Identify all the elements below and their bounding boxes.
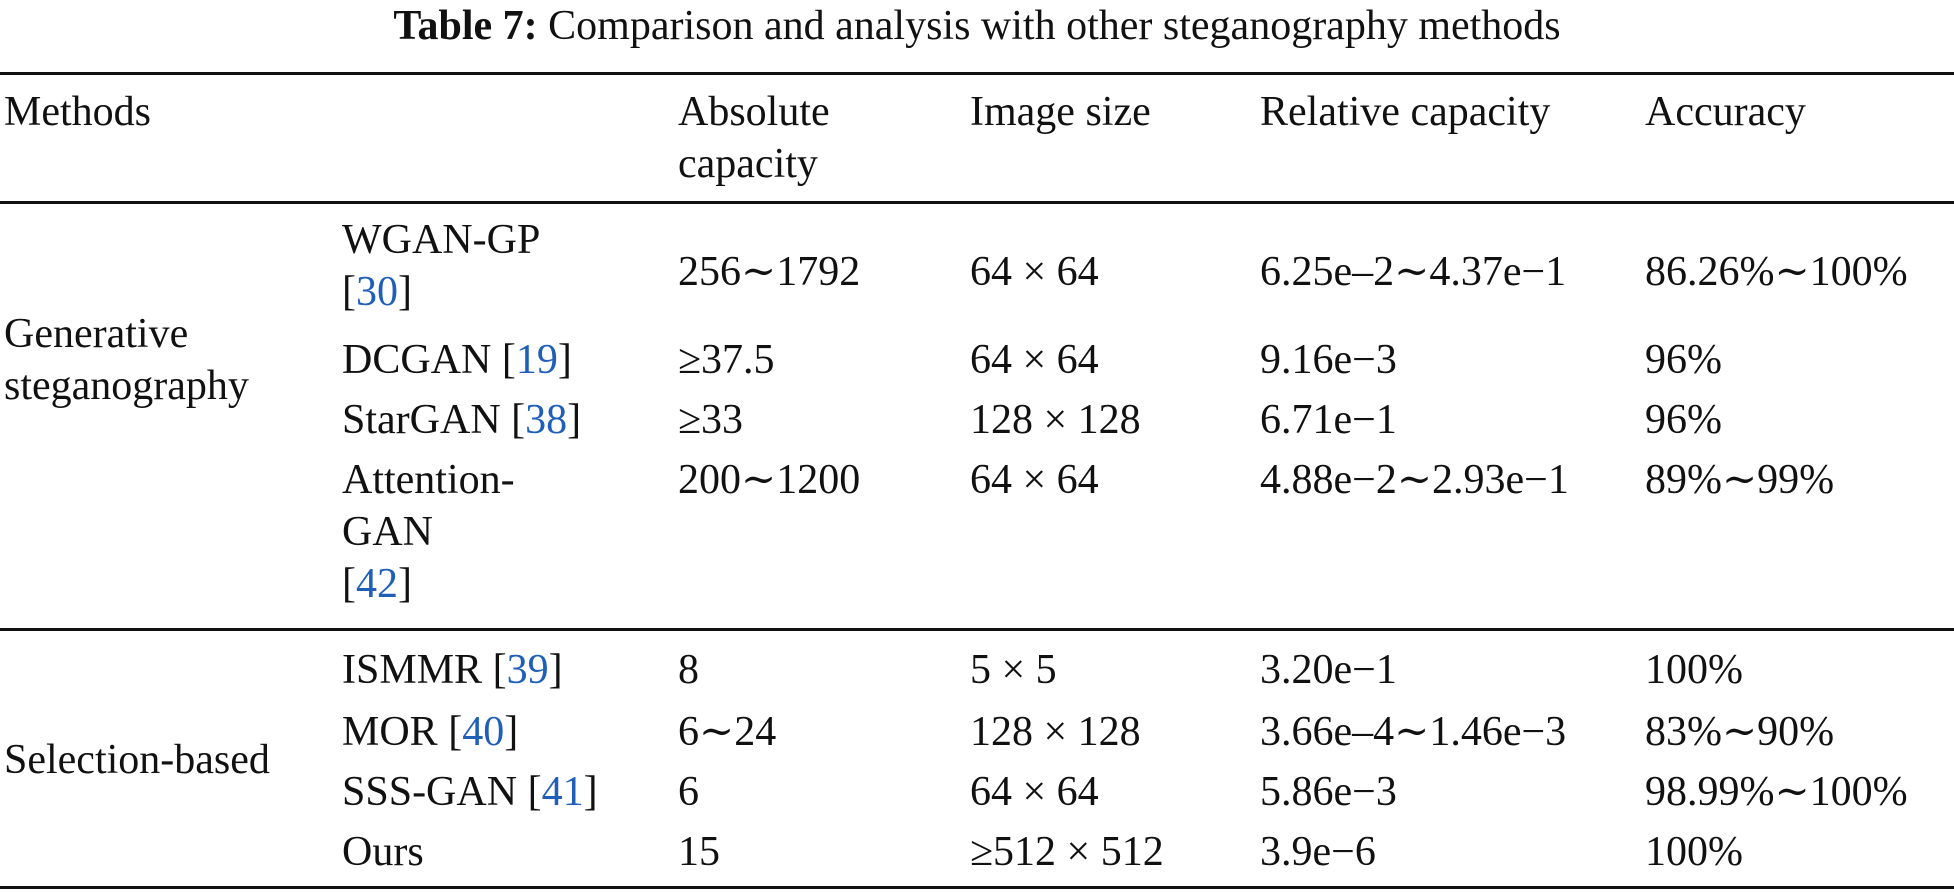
absolute-capacity-cell: 15: [678, 829, 720, 875]
table-caption: Table 7: Comparison and analysis with ot…: [0, 0, 1954, 52]
header-relative-capacity: Relative capacity: [1260, 89, 1551, 135]
relative-capacity-cell: 3.66e–4∼1.46e−3: [1260, 709, 1567, 755]
top-rule: [0, 72, 1954, 75]
image-size-cell: 128 × 128: [970, 397, 1141, 443]
header-rule: [0, 201, 1954, 204]
method-name: DCGAN: [342, 337, 492, 383]
accuracy-cell: 100%: [1645, 829, 1743, 875]
method-cell-wgan-gp: WGAN-GP [30]: [342, 217, 541, 315]
absolute-capacity-cell: 6: [678, 769, 699, 815]
citation-link[interactable]: 42: [356, 561, 398, 607]
image-size-cell: 64 × 64: [970, 457, 1099, 503]
method-cell-sss-gan: SSS-GAN [41]: [342, 769, 598, 815]
accuracy-cell: 96%: [1645, 397, 1722, 443]
absolute-capacity-cell: 6∼24: [678, 709, 777, 755]
relative-capacity-cell: 3.9e−6: [1260, 829, 1376, 875]
group-rule: [0, 628, 1954, 631]
method-cell-dcgan: DCGAN [19]: [342, 337, 572, 383]
citation-link[interactable]: 39: [506, 647, 549, 693]
relative-capacity-cell: 9.16e−3: [1260, 337, 1397, 383]
header-accuracy: Accuracy: [1645, 89, 1806, 135]
method-name: MOR: [342, 709, 438, 755]
absolute-capacity-cell: ≥37.5: [678, 337, 775, 383]
caption-label: Table 7:: [393, 3, 538, 49]
image-size-cell: 5 × 5: [970, 647, 1057, 693]
relative-capacity-cell: 6.25e–2∼4.37e−1: [1260, 249, 1567, 295]
method-name-line2: GAN: [342, 509, 433, 555]
citation-link[interactable]: 30: [356, 269, 398, 315]
method-name: Ours: [342, 829, 424, 875]
method-cell-ours: Ours: [342, 826, 424, 878]
header-methods: Methods: [4, 89, 151, 135]
accuracy-cell: 89%∼99%: [1645, 457, 1835, 503]
relative-capacity-cell: 3.20e−1: [1260, 647, 1397, 693]
method-name: SSS-GAN: [342, 769, 518, 815]
method-name: StarGAN: [342, 397, 501, 443]
relative-capacity-cell: 6.71e−1: [1260, 397, 1397, 443]
absolute-capacity-cell: 200∼1200: [678, 457, 861, 503]
accuracy-cell: 86.26%∼100%: [1645, 249, 1908, 295]
method-name-line1: Attention-: [342, 457, 515, 503]
accuracy-cell: 100%: [1645, 647, 1743, 693]
method-cell-stargan: StarGAN [38]: [342, 397, 582, 443]
method-cell-ismmr: ISMMR [39]: [342, 647, 563, 693]
accuracy-cell: 83%∼90%: [1645, 709, 1835, 755]
citation-link[interactable]: 41: [541, 769, 584, 815]
citation-link[interactable]: 40: [462, 709, 505, 755]
method-name: WGAN-GP: [342, 217, 541, 263]
image-size-cell: 64 × 64: [970, 249, 1099, 295]
accuracy-cell: 96%: [1645, 337, 1722, 383]
relative-capacity-cell: 5.86e−3: [1260, 769, 1397, 815]
method-name: ISMMR: [342, 647, 483, 693]
header-image-size: Image size: [970, 89, 1151, 135]
absolute-capacity-cell: ≥33: [678, 397, 744, 443]
image-size-cell: 64 × 64: [970, 337, 1099, 383]
bottom-rule: [0, 886, 1954, 889]
image-size-cell: ≥512 × 512: [970, 829, 1164, 875]
group-label-selection-based: Selection-based: [4, 737, 270, 783]
method-cell-mor: MOR [40]: [342, 709, 519, 755]
image-size-cell: 64 × 64: [970, 769, 1099, 815]
group-label-generative: Generative steganography: [4, 311, 249, 409]
image-size-cell: 128 × 128: [970, 709, 1141, 755]
accuracy-cell: 98.99%∼100%: [1645, 769, 1908, 815]
absolute-capacity-cell: 256∼1792: [678, 249, 861, 295]
relative-capacity-cell: 4.88e−2∼2.93e−1: [1260, 457, 1569, 503]
method-cell-attention-gan: Attention- GAN [42]: [342, 457, 515, 607]
absolute-capacity-cell: 8: [678, 647, 699, 693]
header-absolute-capacity: Absolute capacity: [678, 89, 830, 187]
citation-link[interactable]: 38: [525, 397, 568, 443]
citation-link[interactable]: 19: [515, 337, 558, 383]
caption-text: Comparison and analysis with other stega…: [548, 3, 1561, 49]
